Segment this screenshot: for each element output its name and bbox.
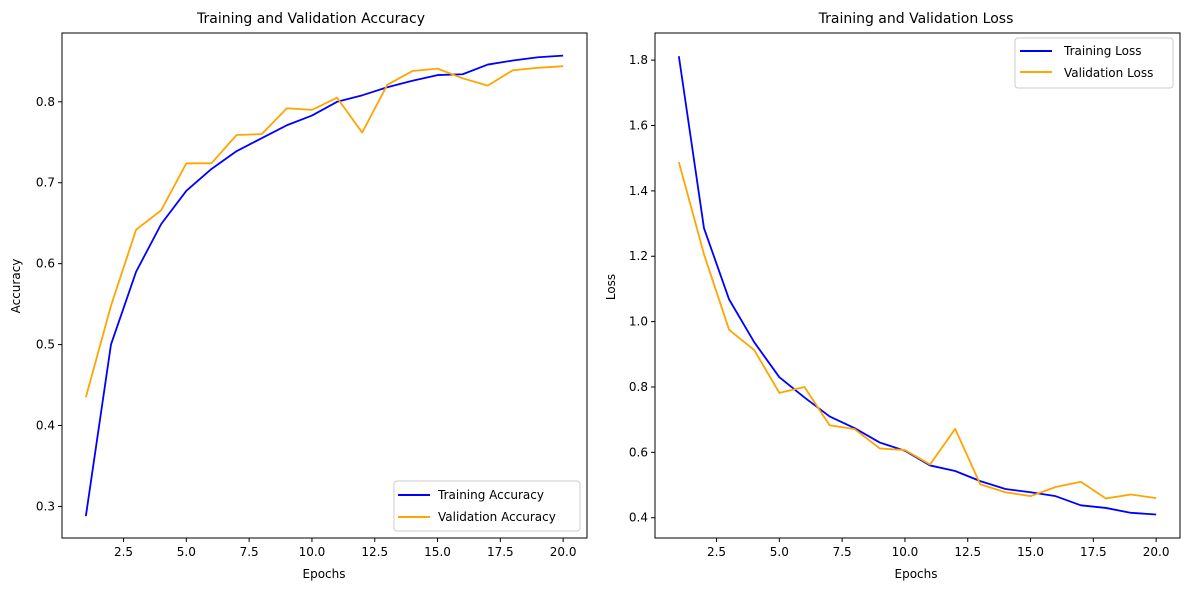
loss-y-ticks: 0.4 0.6 0.8 1.0 1.2 1.4 1.6 1.8: [629, 53, 655, 525]
accuracy-x-tick-label: 7.5: [240, 545, 259, 559]
accuracy-chart: Training and Validation Accuracy Epochs …: [9, 11, 588, 581]
accuracy-y-tick-label: 0.5: [36, 338, 55, 352]
loss-x-tick-label: 17.5: [1080, 545, 1107, 559]
accuracy-x-tick-label: 5.0: [177, 545, 196, 559]
loss-legend-box: [1014, 37, 1174, 89]
accuracy-y-tick-label: 0.3: [36, 499, 55, 513]
loss-x-tick-label: 2.5: [707, 545, 726, 559]
loss-y-tick-label: 1.4: [629, 184, 648, 198]
loss-x-tick-label: 10.0: [892, 545, 919, 559]
loss-plot-lines: [677, 56, 1157, 516]
loss-y-tick-label: 1.0: [629, 315, 648, 329]
loss-y-tick-label: 0.6: [629, 445, 648, 459]
loss-legend-label-validation: Validation Loss: [1064, 66, 1153, 80]
loss-legend: Training Loss Validation Loss: [1014, 37, 1174, 89]
accuracy-y-tick-label: 0.4: [36, 419, 55, 433]
accuracy-legend-label-training: Training Accuracy: [437, 488, 544, 502]
loss-x-ticks: 2.5 5.0 7.5 10.0 12.5 15.0 17.5 20.0: [707, 538, 1169, 559]
accuracy-plot-lines: [84, 54, 564, 517]
accuracy-plot-frame: [61, 32, 588, 539]
accuracy-legend-label-validation: Validation Accuracy: [438, 510, 556, 524]
loss-x-tick-label: 5.0: [770, 545, 789, 559]
loss-y-axis-label: Loss: [604, 274, 618, 300]
loss-y-tick-label: 1.6: [629, 119, 648, 133]
accuracy-x-tick-label: 17.5: [487, 545, 514, 559]
loss-y-tick-label: 0.4: [629, 511, 648, 525]
accuracy-y-tick-label: 0.6: [36, 257, 55, 271]
loss-chart: Training and Validation Loss Epochs Loss…: [604, 11, 1181, 581]
accuracy-legend-box: [393, 480, 581, 532]
loss-y-tick-label: 1.2: [629, 249, 648, 263]
accuracy-x-ticks: 2.5 5.0 7.5 10.0 12.5 15.0 17.5 20.0: [114, 538, 576, 559]
loss-x-tick-label: 15.0: [1017, 545, 1044, 559]
accuracy-validation-line: [84, 65, 564, 398]
loss-validation-line: [677, 161, 1157, 500]
accuracy-x-tick-label: 2.5: [114, 545, 133, 559]
accuracy-x-tick-label: 20.0: [550, 545, 577, 559]
loss-x-tick-label: 12.5: [954, 545, 981, 559]
accuracy-y-tick-label: 0.8: [36, 95, 55, 109]
loss-y-tick-label: 0.8: [629, 380, 648, 394]
accuracy-y-axis-label: Accuracy: [9, 259, 23, 314]
accuracy-y-ticks: 0.3 0.4 0.5 0.6 0.7 0.8: [36, 95, 62, 513]
loss-x-tick-label: 7.5: [833, 545, 852, 559]
loss-x-axis-label: Epochs: [895, 567, 938, 581]
accuracy-x-tick-label: 12.5: [361, 545, 388, 559]
loss-chart-title: Training and Validation Loss: [818, 11, 1014, 27]
loss-y-tick-label: 1.8: [629, 53, 648, 67]
accuracy-training-line: [84, 54, 564, 517]
loss-plot-frame: [654, 32, 1181, 539]
accuracy-x-tick-label: 15.0: [424, 545, 451, 559]
accuracy-legend: Training Accuracy Validation Accuracy: [393, 480, 581, 532]
accuracy-y-tick-label: 0.7: [36, 176, 55, 190]
accuracy-x-axis-label: Epochs: [303, 567, 346, 581]
loss-x-tick-label: 20.0: [1143, 545, 1170, 559]
accuracy-chart-title: Training and Validation Accuracy: [196, 11, 425, 27]
accuracy-x-tick-label: 10.0: [299, 545, 326, 559]
loss-legend-label-training: Training Loss: [1063, 44, 1141, 58]
